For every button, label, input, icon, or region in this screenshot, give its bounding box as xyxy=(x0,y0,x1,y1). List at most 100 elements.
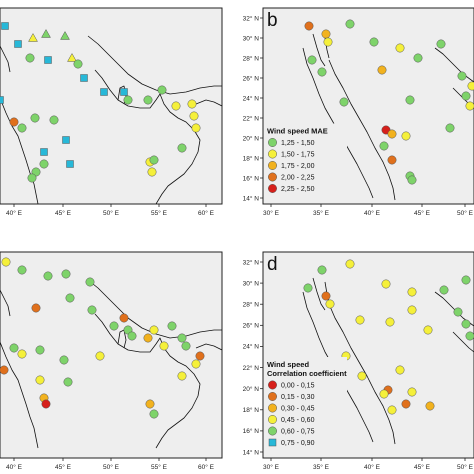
station-marker xyxy=(317,265,327,275)
station-marker xyxy=(457,71,467,81)
map-content-a xyxy=(0,22,222,204)
station-marker xyxy=(40,148,48,156)
station-marker xyxy=(325,299,335,309)
station-marker xyxy=(407,305,417,315)
station-marker xyxy=(465,101,474,111)
x-tick-label: 45° E xyxy=(55,209,72,217)
station-marker xyxy=(445,123,455,133)
y-tick-label: 28° N xyxy=(243,54,260,62)
panels: 40° E 45° E 50° E 55° E 60° E 30° E 35° E 40° E… xyxy=(0,7,474,471)
map-content-b xyxy=(302,19,474,201)
station-marker xyxy=(461,91,471,101)
station-marker xyxy=(123,95,133,105)
station-marker xyxy=(453,307,463,317)
station-marker xyxy=(467,81,474,91)
station-marker xyxy=(159,341,169,351)
legend-swatch xyxy=(268,403,277,413)
legend-background xyxy=(265,123,347,200)
x-tick-label: 30° E xyxy=(263,209,280,217)
station-marker xyxy=(195,351,205,361)
y-tick-label: 24° N xyxy=(243,94,260,102)
x-tick-label: 50° E xyxy=(103,463,120,471)
station-marker xyxy=(317,67,327,77)
station-marker xyxy=(345,259,355,269)
y-tick-label: 20° N xyxy=(243,385,260,393)
station-marker xyxy=(109,321,119,331)
legend-swatch xyxy=(268,426,277,436)
station-marker xyxy=(167,321,177,331)
coastline xyxy=(87,279,222,339)
station-marker xyxy=(35,345,45,355)
station-marker xyxy=(191,359,201,369)
station-marker xyxy=(60,30,70,40)
legend-label: 0,75 - 0,90 xyxy=(281,440,315,447)
legend-label: 0,00 - 0,15 xyxy=(281,383,315,390)
station-marker xyxy=(379,141,389,151)
station-marker xyxy=(80,74,88,82)
station-marker xyxy=(413,53,423,63)
station-marker xyxy=(181,341,191,351)
map-content-c xyxy=(0,257,222,449)
station-marker xyxy=(385,317,395,327)
coastline xyxy=(0,45,11,73)
coastline xyxy=(195,343,222,351)
station-marker xyxy=(0,96,4,104)
station-marker xyxy=(66,160,74,168)
station-marker xyxy=(465,331,474,341)
y-tick-label: 30° N xyxy=(243,34,260,42)
station-marker xyxy=(17,265,27,275)
coastline xyxy=(312,277,326,311)
station-marker xyxy=(307,55,317,65)
station-marker xyxy=(25,53,35,63)
station-marker xyxy=(100,88,108,96)
legend-label: 0,15 - 0,30 xyxy=(281,394,315,401)
station-marker xyxy=(28,32,38,42)
y-tick-label: 26° N xyxy=(243,322,260,330)
station-marker xyxy=(171,101,181,111)
coastline xyxy=(94,313,201,449)
x-tick-label: 30° E xyxy=(263,463,280,471)
station-marker xyxy=(425,401,435,411)
station-marker xyxy=(461,319,471,329)
station-marker xyxy=(27,173,37,183)
station-marker xyxy=(407,387,417,397)
panel-letter-b: b xyxy=(267,10,278,31)
x-tick-label: 40° E xyxy=(6,209,23,217)
station-marker xyxy=(62,136,70,144)
station-marker xyxy=(73,59,83,69)
station-marker xyxy=(345,19,355,29)
station-marker xyxy=(1,257,11,267)
station-marker xyxy=(381,279,391,289)
coastline xyxy=(328,59,396,201)
legend-swatch xyxy=(268,438,277,447)
map-panel-b: 30° E 35° E 40° E 45° E 50° E 32° N 30° N 28° N… xyxy=(243,7,474,217)
station-marker xyxy=(401,131,411,141)
station-marker xyxy=(439,285,449,295)
station-marker xyxy=(407,175,417,185)
station-marker xyxy=(177,143,187,153)
station-marker xyxy=(387,129,397,139)
x-tick-label: 50° E xyxy=(103,209,120,217)
station-marker xyxy=(355,315,365,325)
station-marker xyxy=(61,269,71,279)
legend-label: 0,60 - 0,75 xyxy=(281,429,315,436)
station-marker xyxy=(407,287,417,297)
station-marker xyxy=(41,28,51,38)
legend-b: Wind speed MAE 1,25 - 1,50 1,50 - 1,75 1,75… xyxy=(265,123,347,200)
map-panel-d: 30° E 35° E 40° E 45° E 50° E 32° N 30° N 28° N… xyxy=(243,251,474,471)
station-marker xyxy=(49,115,59,125)
legend-swatch xyxy=(268,149,277,159)
y-tick-label: 20° N xyxy=(243,134,260,142)
y-tick-label: 14° N xyxy=(243,448,260,456)
station-marker xyxy=(395,365,405,375)
station-marker xyxy=(31,303,41,313)
x-tick-label: 60° E xyxy=(198,463,215,471)
y-tick-label: 14° N xyxy=(243,194,260,202)
station-marker xyxy=(87,305,97,315)
station-marker xyxy=(321,29,331,39)
y-tick-label: 18° N xyxy=(243,154,260,162)
x-tick-label: 60° E xyxy=(198,209,215,217)
station-marker xyxy=(177,333,187,343)
legend-label: 1,25 - 1,50 xyxy=(281,140,315,147)
x-tick-label: 55° E xyxy=(151,463,168,471)
